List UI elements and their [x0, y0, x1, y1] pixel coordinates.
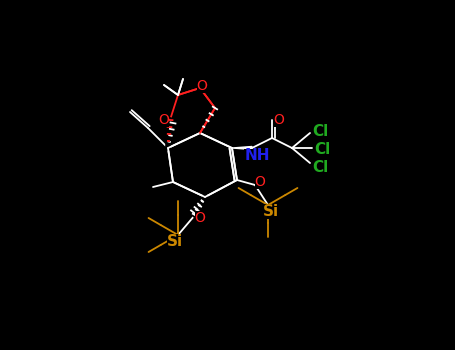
Text: Cl: Cl [312, 160, 328, 175]
Text: Si: Si [167, 233, 183, 248]
Text: O: O [158, 113, 169, 127]
Text: O: O [197, 79, 207, 93]
Text: O: O [158, 113, 169, 127]
Text: O: O [195, 211, 206, 225]
Text: Si: Si [263, 203, 279, 218]
Text: O: O [195, 211, 206, 225]
Text: O: O [273, 113, 284, 127]
Polygon shape [232, 147, 252, 149]
Text: O: O [254, 175, 265, 189]
Text: Cl: Cl [312, 124, 328, 139]
Text: NH: NH [244, 148, 270, 163]
Text: O: O [197, 79, 207, 93]
Text: Cl: Cl [314, 142, 330, 158]
